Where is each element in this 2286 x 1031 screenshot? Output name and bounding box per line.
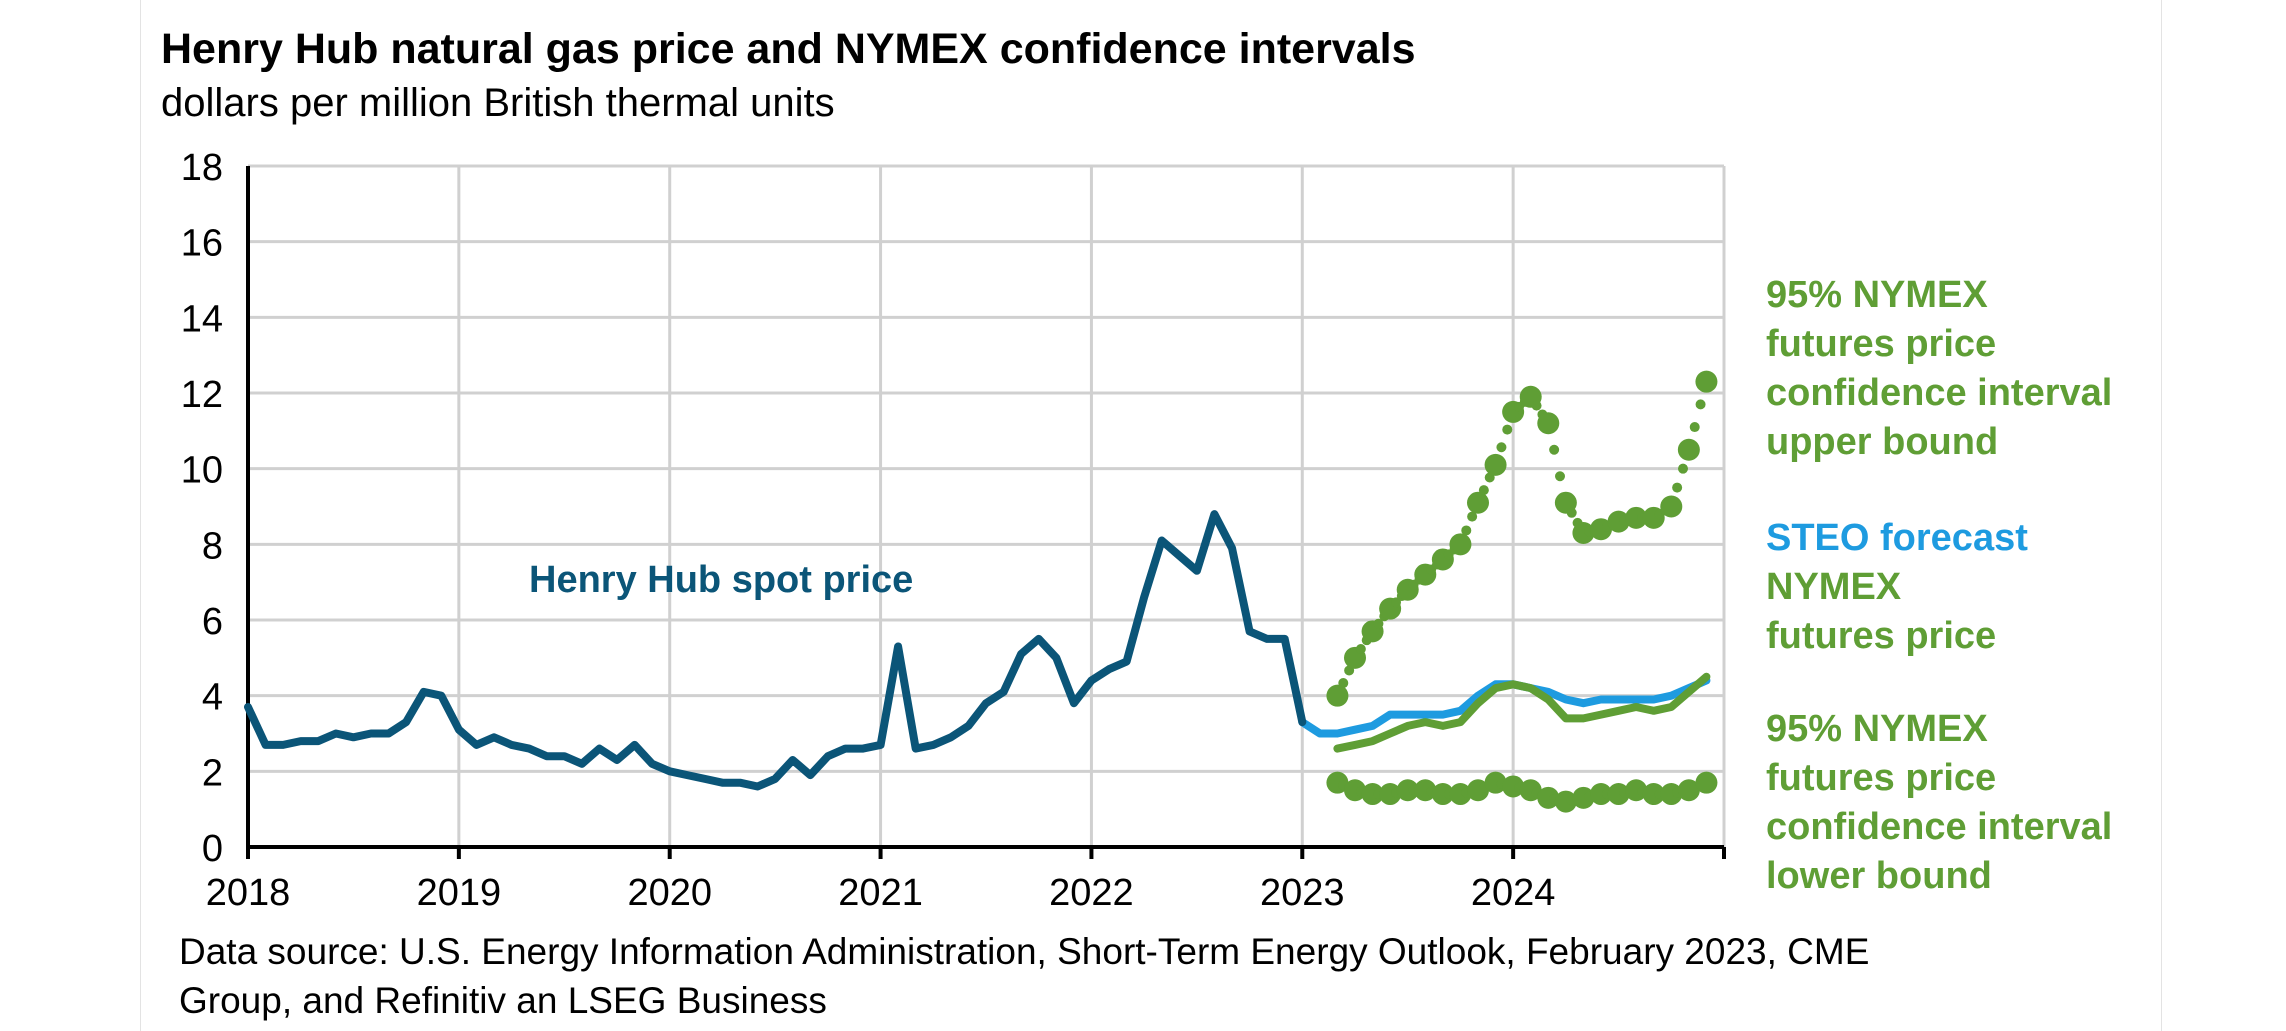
- x-tick-label: 2023: [1260, 872, 1345, 914]
- series-nymex-futures: [1333, 672, 1711, 753]
- ci-dot: [1672, 482, 1683, 493]
- x-tick-label: 2018: [206, 872, 291, 914]
- ci-point: [1396, 779, 1419, 802]
- x-tick-label: 2024: [1471, 872, 1556, 914]
- y-tick-label: 4: [202, 677, 223, 719]
- annotation-nymex-line-1: NYMEX: [1766, 566, 1902, 608]
- ci-dot: [1461, 525, 1472, 536]
- y-axis-ticks: 0 2 4 6 8 10 12 14 16 18: [181, 147, 223, 870]
- y-tick-label: 16: [181, 223, 223, 265]
- series-layer: [244, 370, 1718, 813]
- x-axis-ticks: 2018 2019 2020 2021 2022 2023 2024: [206, 847, 1726, 914]
- ci-dot: [1531, 400, 1542, 411]
- ci-point: [1431, 783, 1454, 806]
- y-tick-label: 14: [181, 298, 223, 340]
- y-tick-label: 2: [202, 752, 223, 794]
- ci-dot: [1555, 471, 1565, 482]
- ci-dot: [1391, 597, 1401, 608]
- ci-dot: [1467, 511, 1478, 522]
- ci-dot: [1496, 442, 1507, 453]
- annotation-lower-line-4: lower bound: [1766, 855, 1992, 897]
- ci-point: [1590, 783, 1612, 806]
- series-henry-hub-spot: [244, 510, 1307, 791]
- y-tick-label: 6: [202, 601, 223, 643]
- annotation-spot: Henry Hub spot price: [529, 559, 913, 601]
- ci-dot: [1566, 507, 1577, 518]
- annotation-lower-line-1: 95% NYMEX: [1766, 708, 1988, 750]
- ci-dot: [1338, 678, 1349, 689]
- x-tick-label: 2019: [417, 872, 502, 914]
- x-tick-label: 2021: [838, 872, 923, 914]
- series-ci-lower: [1326, 771, 1718, 813]
- ci-dot: [1373, 618, 1384, 629]
- ci-point: [1449, 533, 1472, 556]
- ci-dot: [1695, 399, 1706, 410]
- ci-dot: [1502, 424, 1513, 435]
- chart-title: Henry Hub natural gas price and NYMEX co…: [161, 25, 1416, 73]
- y-tick-label: 8: [202, 525, 223, 567]
- ci-point: [1677, 438, 1700, 461]
- ci-point: [1695, 771, 1718, 794]
- annotation-upper: 95% NYMEX futures price confidence inter…: [1766, 274, 2112, 463]
- annotation-upper-line-2: futures price: [1766, 323, 1996, 365]
- ci-point: [1467, 491, 1489, 514]
- y-tick-label: 0: [202, 828, 223, 870]
- ci-point: [1660, 495, 1683, 518]
- ci-point: [1625, 506, 1648, 529]
- ci-dot: [1355, 644, 1366, 655]
- annotation-lower-line-3: confidence interval: [1766, 806, 2112, 848]
- annotation-lower: 95% NYMEX futures price confidence inter…: [1766, 708, 2112, 897]
- x-tick-label: 2020: [627, 872, 712, 914]
- ci-point: [1484, 453, 1507, 476]
- annotation-nymex: NYMEX futures price: [1766, 566, 1996, 657]
- y-tick-label: 10: [181, 450, 223, 492]
- annotation-upper-line-1: 95% NYMEX: [1766, 274, 1988, 316]
- annotation-nymex-line-2: futures price: [1766, 615, 1996, 657]
- x-tick-label: 2022: [1049, 872, 1134, 914]
- y-tick-label: 18: [181, 147, 223, 189]
- annotation-upper-line-3: confidence interval: [1766, 372, 2112, 414]
- annotation-lower-line-2: futures price: [1766, 757, 1996, 799]
- ci-dot: [1689, 422, 1700, 433]
- chart-frame: Henry Hub natural gas price and NYMEX co…: [140, 0, 2162, 1031]
- data-source-line-1: Data source: U.S. Energy Information Adm…: [179, 931, 1869, 972]
- series-ci-upper: [1326, 370, 1718, 707]
- annotation-upper-line-4: upper bound: [1766, 421, 1998, 463]
- y-tick-label: 12: [181, 374, 223, 416]
- ci-dot: [1549, 444, 1560, 455]
- ci-dot: [1678, 463, 1688, 474]
- data-source-line-2: Group, and Refinitiv an LSEG Business: [179, 980, 827, 1021]
- ci-point: [1361, 783, 1384, 806]
- ci-point: [1695, 370, 1718, 393]
- gridlines: [246, 164, 1726, 849]
- annotation-steo: STEO forecast: [1766, 517, 2028, 559]
- ci-dot: [1478, 485, 1489, 496]
- ci-point: [1642, 783, 1665, 806]
- ci-point: [1326, 684, 1349, 707]
- chart-canvas: Henry Hub natural gas price and NYMEX co…: [161, 25, 2112, 1021]
- ci-point: [1537, 412, 1560, 435]
- chart-subtitle: dollars per million British thermal unit…: [161, 81, 835, 125]
